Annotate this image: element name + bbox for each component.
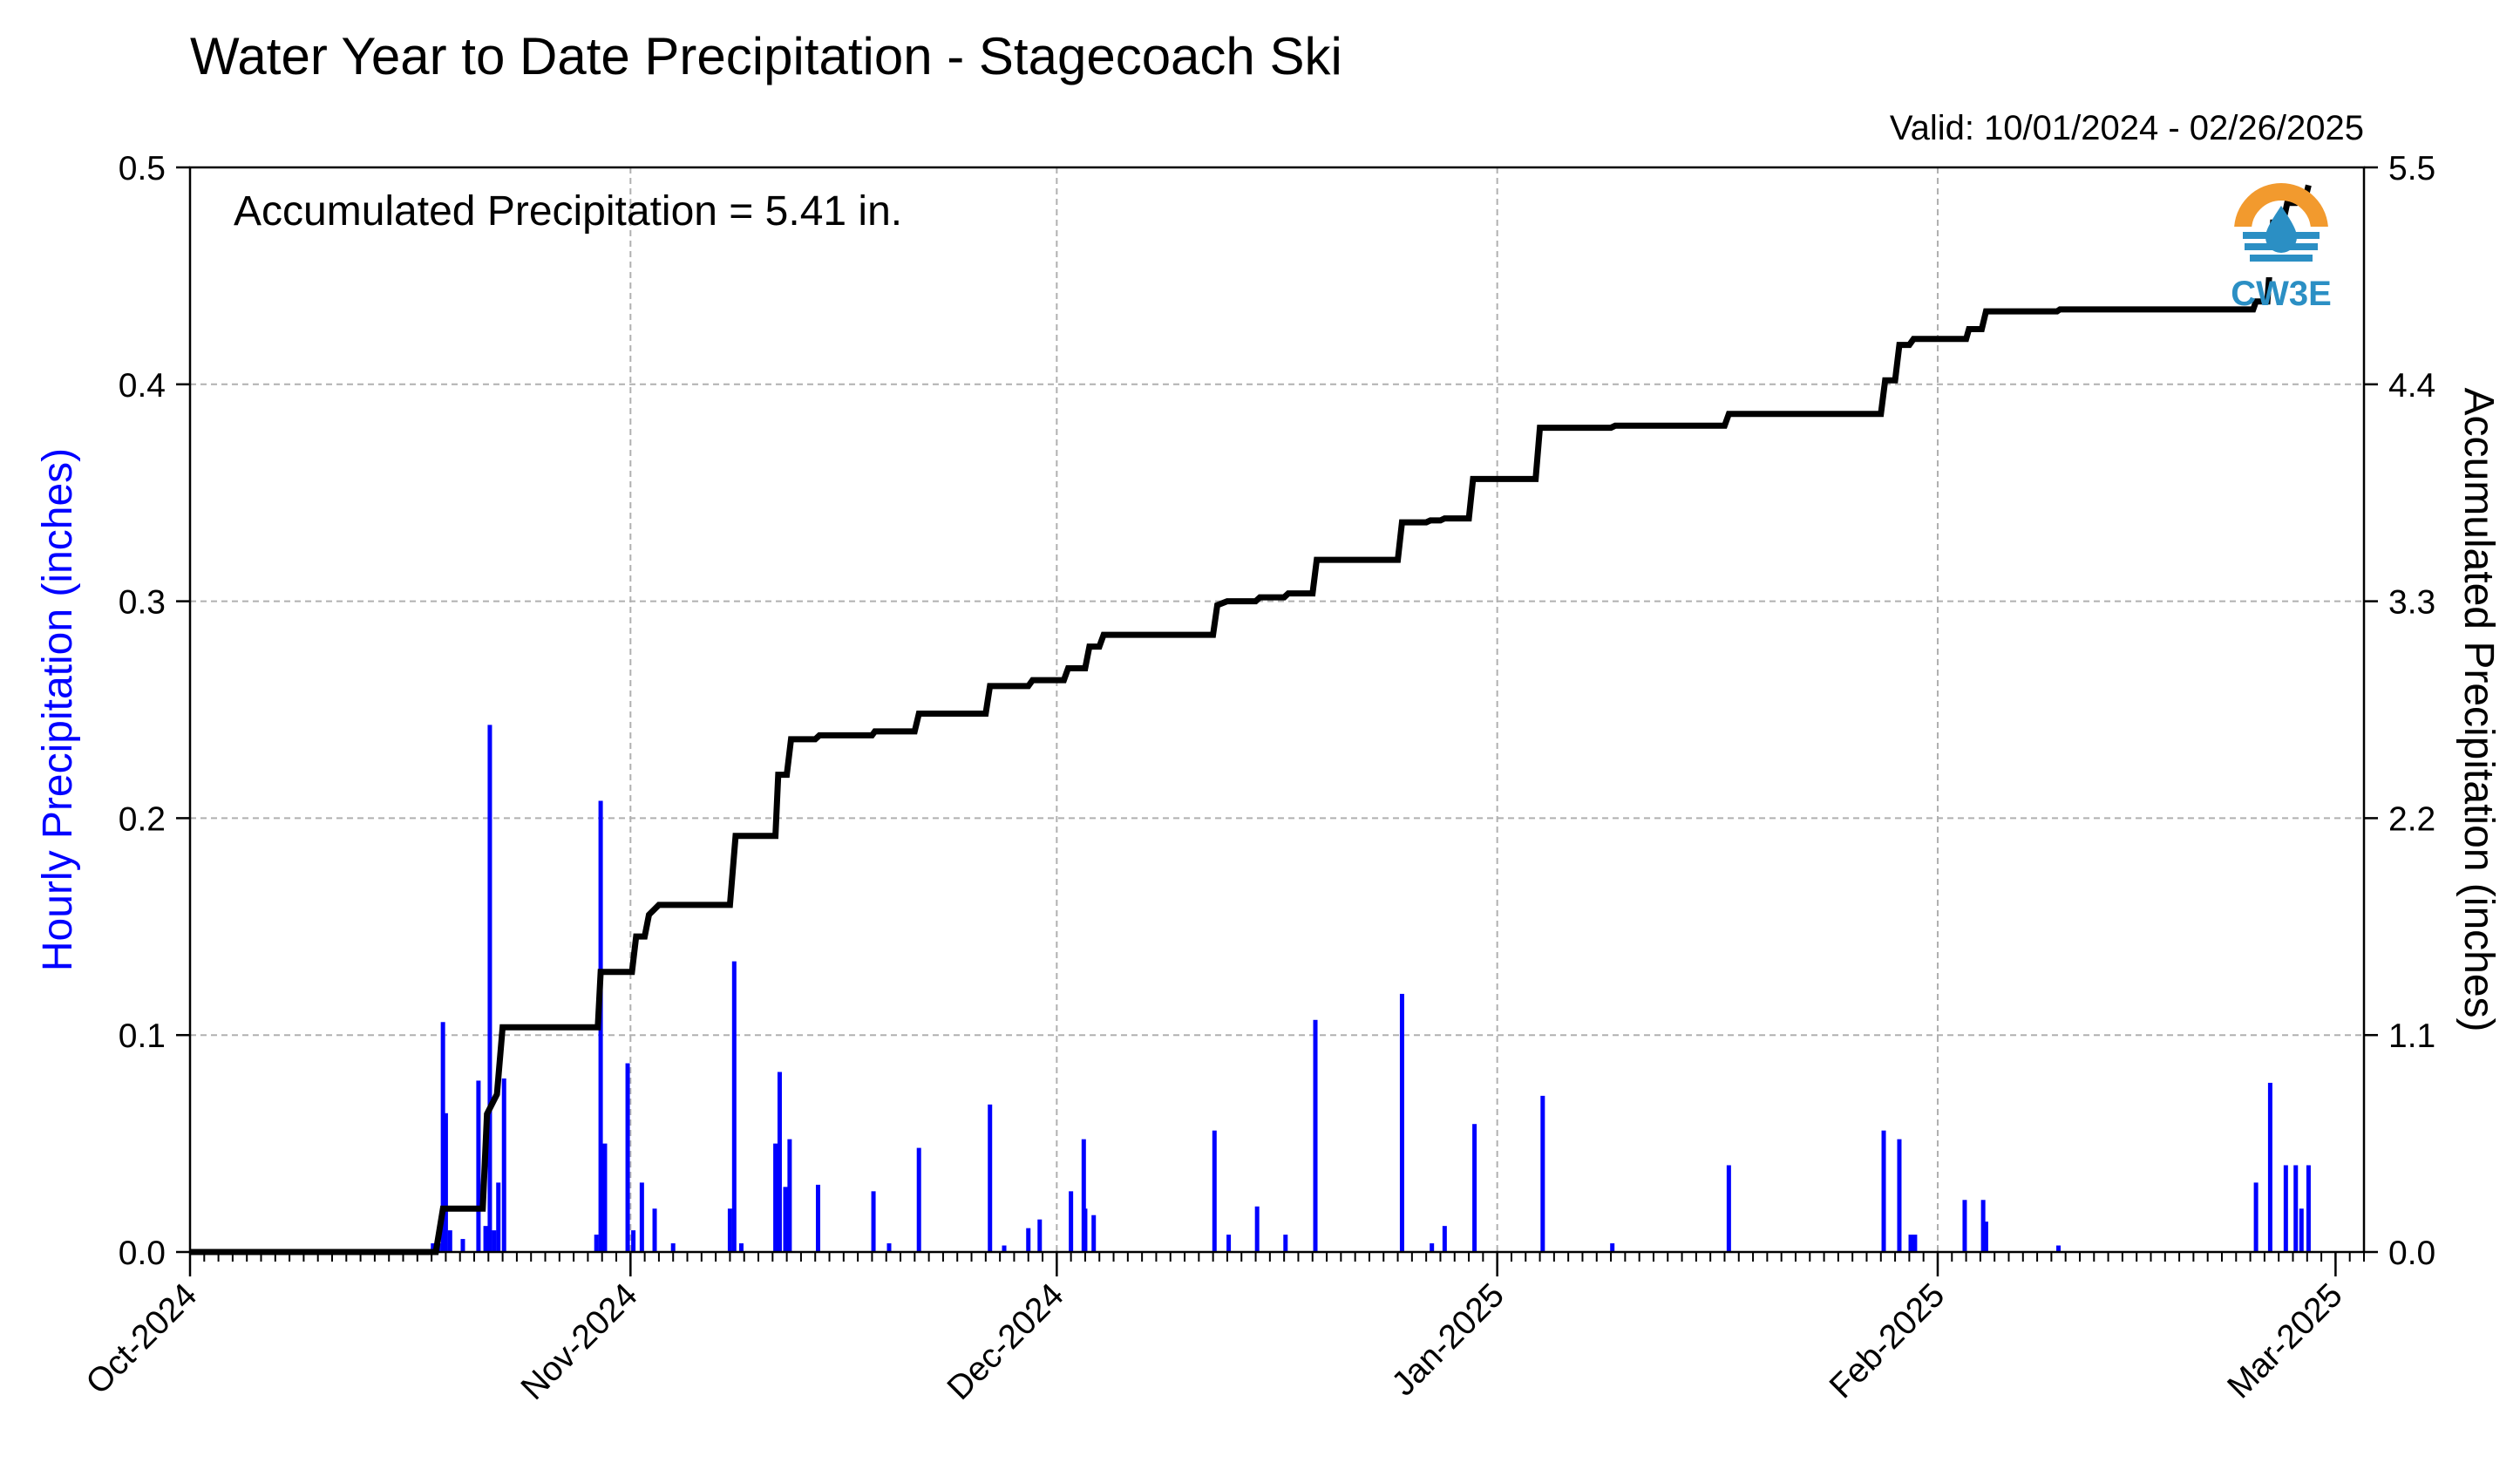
hourly-precip-bar xyxy=(1962,1200,1967,1252)
logo-text: CW3E xyxy=(2231,275,2332,313)
hourly-precip-bar xyxy=(1912,1235,1918,1252)
y-tick-label-right: 5.5 xyxy=(2388,150,2435,187)
hourly-precip-bar xyxy=(1399,993,1404,1252)
hourly-precip-bar xyxy=(594,1235,599,1252)
y-tick-label-right: 3.3 xyxy=(2388,584,2435,622)
hourly-precip-bar xyxy=(440,1022,445,1252)
hourly-precip-bar xyxy=(1726,1165,1731,1252)
y-tick-label-left: 0.5 xyxy=(119,150,166,187)
hourly-precip-bar xyxy=(988,1104,993,1252)
hourly-precip-bar xyxy=(2306,1165,2311,1252)
x-tick-label: Jan-2025 xyxy=(1385,1276,1511,1403)
hourly-precip-bar xyxy=(1610,1243,1615,1252)
hourly-precip-bar xyxy=(738,1243,744,1252)
hourly-precip-bar xyxy=(1212,1130,1217,1252)
hourly-precip-bar xyxy=(1540,1095,1545,1252)
hourly-precip-bar xyxy=(1026,1228,1031,1252)
hourly-precip-bar xyxy=(476,1080,481,1252)
hourly-precip-bar xyxy=(777,1072,782,1252)
cw3e-logo: CW3E xyxy=(2229,183,2333,313)
hourly-precip-bar xyxy=(492,1230,497,1252)
hourly-precip-bar xyxy=(639,1182,644,1252)
hourly-precip-bar xyxy=(625,1063,630,1252)
hourly-precip-bar xyxy=(783,1187,788,1252)
hourly-precip-bar xyxy=(2267,1082,2272,1252)
hourly-precip-bar xyxy=(815,1184,820,1252)
hourly-precip-bar xyxy=(670,1243,676,1252)
hourly-precip-bar xyxy=(631,1230,636,1252)
x-tick-label: Oct-2024 xyxy=(79,1276,205,1402)
y-tick-label-left: 0.3 xyxy=(119,584,166,622)
hourly-precip-bar xyxy=(773,1143,778,1252)
hourly-precip-bar xyxy=(2253,1182,2258,1252)
hourly-precip-bar xyxy=(602,1143,608,1252)
hourly-precip-bar xyxy=(1313,1019,1318,1252)
hourly-precip-bar xyxy=(1283,1235,1288,1252)
hourly-precip-bar xyxy=(1983,1221,1988,1252)
x-tick-label: Mar-2025 xyxy=(2220,1276,2349,1405)
x-tick-label: Feb-2025 xyxy=(1823,1276,1952,1405)
hourly-precip-bar xyxy=(431,1243,436,1252)
hourly-precipitation-bars xyxy=(431,725,2311,1252)
hourly-precip-bar xyxy=(1081,1139,1086,1252)
hourly-precip-bar xyxy=(1002,1245,1007,1252)
y-tick-label-right: 1.1 xyxy=(2388,1017,2435,1055)
hourly-precip-bar xyxy=(2299,1208,2304,1252)
hourly-precip-bar xyxy=(1881,1130,1886,1252)
hourly-precip-bar xyxy=(1037,1219,1043,1252)
hourly-precip-bar xyxy=(731,961,737,1252)
hourly-precip-bar xyxy=(460,1239,465,1252)
y-tick-label-right: 2.2 xyxy=(2388,800,2435,838)
logo-water-drop-icon xyxy=(2265,206,2297,253)
hourly-precip-bar xyxy=(1908,1235,1913,1252)
plot-frame xyxy=(188,166,2366,1254)
grid-lines xyxy=(190,167,2364,1252)
chart-title: Water Year to Date Precipitation - Stage… xyxy=(190,27,1342,85)
accumulated-total-annotation: Accumulated Precipitation = 5.41 in. xyxy=(234,188,902,235)
y-tick-label-left: 0.0 xyxy=(119,1235,166,1272)
hourly-precip-bar xyxy=(443,1113,448,1252)
y-tick-label-left: 0.1 xyxy=(119,1017,166,1055)
hourly-precip-bar xyxy=(1472,1124,1477,1252)
hourly-precip-bar xyxy=(496,1182,501,1252)
hourly-precip-bar xyxy=(1430,1243,1435,1252)
chart-valid-range: Valid: 10/01/2024 - 02/26/2025 xyxy=(1890,109,2364,147)
y-tick-label-left: 0.2 xyxy=(119,800,166,838)
y-axis-left-label: Hourly Precipitation (inches) xyxy=(35,448,81,971)
hourly-precip-bar xyxy=(2283,1165,2288,1252)
hourly-precip-bar xyxy=(1069,1191,1074,1252)
accumulated-precipitation-line xyxy=(190,184,2312,1255)
hourly-precip-bar xyxy=(1897,1139,1902,1252)
hourly-precip-bar xyxy=(916,1147,921,1252)
hourly-precip-bar xyxy=(1254,1206,1260,1252)
hourly-precip-bar xyxy=(1083,1208,1088,1252)
hourly-precip-bar xyxy=(1091,1215,1097,1252)
hourly-precip-bar xyxy=(886,1243,892,1252)
hourly-precip-bar xyxy=(652,1208,657,1252)
hourly-precip-bar xyxy=(501,1078,506,1252)
hourly-precip-bar xyxy=(1980,1200,1986,1252)
hourly-precip-bar xyxy=(487,725,492,1252)
hourly-precip-bar xyxy=(1226,1235,1232,1252)
hourly-precip-bar xyxy=(727,1208,732,1252)
hourly-precip-bar xyxy=(2056,1245,2062,1252)
y-tick-label-right: 0.0 xyxy=(2388,1235,2435,1272)
hourly-precip-bar xyxy=(871,1191,876,1252)
y-tick-label-right: 4.4 xyxy=(2388,367,2435,405)
hourly-precip-bar xyxy=(447,1230,452,1252)
y-axis-right-label: Accumulated Precipitation (inches) xyxy=(2455,387,2502,1031)
hourly-precip-bar xyxy=(2293,1165,2299,1252)
hourly-precip-bar xyxy=(787,1139,792,1252)
x-tick-label: Nov-2024 xyxy=(514,1276,645,1407)
hourly-precip-bar xyxy=(1442,1226,1447,1252)
hourly-precip-bar xyxy=(483,1226,488,1252)
y-tick-label-left: 0.4 xyxy=(119,367,166,405)
x-tick-label: Dec-2024 xyxy=(941,1276,1071,1407)
